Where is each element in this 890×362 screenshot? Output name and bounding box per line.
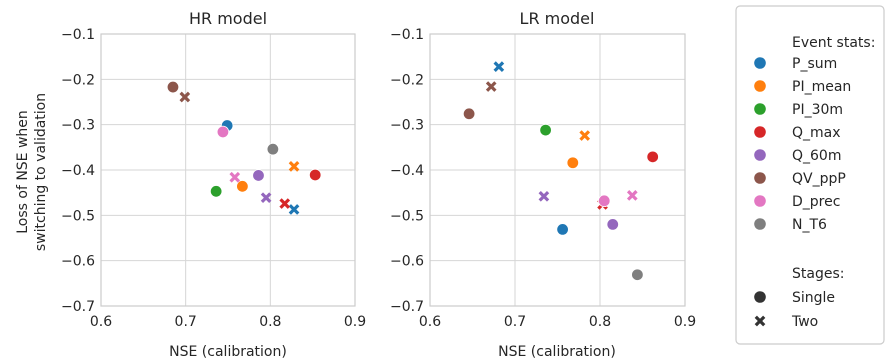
hr-x-tick-label: 0.8 [259, 314, 281, 330]
lr-y-tick-label: −0.4 [390, 163, 424, 179]
lr-point-q-60m-two [538, 190, 550, 202]
hr-y-tick-label: −0.1 [61, 27, 95, 43]
legend-marker-d-prec [754, 195, 766, 207]
y-axis-label-line-1: Loss of NSE when [15, 110, 31, 234]
lr-point-qv-ppp-two [485, 81, 497, 92]
legend-marker-qv-ppp [754, 172, 766, 184]
legend-label-pi-mean: PI_mean [792, 79, 851, 95]
hr-point-p-sum-two [288, 204, 300, 215]
lr-y-ticks: −0.7 −0.6 −0.5 −0.4 −0.3 −0.2 −0.1 [390, 27, 424, 315]
hr-point-pi-30m-single [209, 185, 223, 198]
hr-panel-title: HR model [189, 9, 267, 28]
lr-y-tick-label: −0.6 [390, 254, 424, 270]
hr-point-pi-mean-single [236, 180, 249, 193]
lr-point-q-60m-single [606, 218, 619, 231]
legend-marker-pi-mean [754, 80, 766, 92]
hr-point-q-60m-two [260, 192, 272, 203]
hr-y-tick-label: −0.5 [61, 208, 95, 224]
hr-y-tick-label: −0.4 [61, 163, 95, 179]
lr-x-ticks: 0.6 0.7 0.8 0.9 [419, 314, 696, 330]
hr-model-panel: HR model −0.7 −0.6 −0.5 −0.4 −0.3 −0.2 −0.1 0.… [61, 9, 366, 360]
hr-point-d-prec-two [229, 171, 241, 183]
legend-stages-header: Stages: [792, 266, 844, 282]
hr-point-q-max-single [309, 168, 322, 182]
lr-point-q-max-single [646, 150, 659, 164]
lr-x-tick-label: 0.6 [419, 314, 441, 330]
lr-plot-frame [429, 33, 686, 307]
legend-label-p-sum: P_sum [792, 56, 837, 72]
legend-event-header: Event stats: [792, 35, 875, 51]
lr-point-d-prec-two [626, 190, 638, 201]
lr-y-tick-label: −0.1 [390, 27, 424, 43]
legend-marker-two [754, 315, 766, 327]
legend-marker-n-t6 [754, 218, 766, 230]
legend-label-d-prec: D_prec [792, 194, 840, 210]
lr-y-tick-label: −0.2 [390, 72, 424, 88]
hr-x-tick-label: 0.7 [175, 314, 197, 330]
y-axis-label: Loss of NSE when switching to validation [15, 93, 49, 251]
lr-y-tick-label: −0.5 [390, 208, 424, 224]
legend: Event stats: P_sum PI_mean PI_30m Q_max Q_60… [735, 5, 885, 345]
lr-x-tick-label: 0.9 [674, 314, 696, 330]
hr-point-q-max-two [279, 198, 291, 209]
lr-point-pi-mean-two [579, 130, 591, 141]
legend-label-q-max: Q_max [792, 125, 841, 141]
lr-grid [429, 33, 686, 307]
hr-y-tick-label: −0.6 [61, 254, 95, 270]
lr-point-qv-ppp-single [462, 107, 476, 120]
legend-events: P_sum PI_mean PI_30m Q_max Q_60m QV_ppP D_prec… [754, 56, 851, 233]
hr-x-axis-label: NSE (calibration) [169, 344, 287, 360]
hr-x-tick-label: 0.9 [344, 314, 366, 330]
hr-y-tick-label: −0.2 [61, 72, 95, 88]
legend-marker-p-sum [754, 57, 766, 69]
lr-y-tick-label: −0.7 [390, 299, 424, 315]
hr-point-q-60m-single [252, 169, 265, 182]
lr-y-tick-label: −0.3 [390, 118, 424, 134]
lr-panel-title: LR model [520, 9, 595, 28]
lr-model-panel: LR model −0.7 −0.6 −0.5 −0.4 −0.3 −0.2 −0.1 0.… [390, 9, 696, 360]
lr-point-d-prec-single [598, 194, 611, 208]
legend-marker-q-60m [754, 149, 766, 161]
hr-y-ticks: −0.7 −0.6 −0.5 −0.4 −0.3 −0.2 −0.1 [61, 27, 95, 315]
legend-marker-pi-30m [754, 103, 766, 115]
lr-point-n-t6-single [631, 268, 644, 281]
legend-marker-q-max [754, 126, 766, 138]
hr-point-d-prec-single [216, 125, 230, 139]
hr-point-qv-ppp-single [166, 80, 180, 94]
lr-points [462, 61, 659, 281]
legend-label-single: Single [792, 290, 835, 306]
hr-point-n-t6-single [266, 142, 280, 156]
lr-x-tick-label: 0.7 [504, 314, 526, 330]
hr-y-tick-label: −0.7 [61, 299, 95, 315]
lr-point-p-sum-two [493, 61, 505, 72]
hr-points [166, 80, 322, 215]
legend-label-qv-ppp: QV_ppP [792, 171, 846, 187]
lr-point-p-sum-single [556, 223, 569, 236]
lr-point-pi-mean-single [566, 156, 580, 169]
hr-plot-frame [100, 33, 356, 307]
legend-frame [735, 5, 885, 345]
y-axis-label-line-2: switching to validation [33, 93, 49, 251]
legend-label-n-t6: N_T6 [792, 217, 827, 233]
hr-y-tick-label: −0.3 [61, 118, 95, 134]
lr-x-tick-label: 0.8 [589, 314, 611, 330]
hr-x-ticks: 0.6 0.7 0.8 0.9 [90, 314, 366, 330]
legend-label-q-60m: Q_60m [792, 148, 841, 164]
lr-point-pi-30m-single [539, 123, 552, 137]
lr-x-axis-label: NSE (calibration) [498, 344, 616, 360]
legend-label-two: Two [791, 314, 818, 330]
legend-stages: Single Two [754, 290, 835, 330]
hr-point-qv-ppp-two [179, 91, 191, 103]
legend-marker-single [754, 291, 766, 303]
hr-point-pi-mean-two [288, 161, 300, 172]
legend-label-pi-30m: PI_30m [792, 102, 843, 118]
hr-x-tick-label: 0.6 [90, 314, 112, 330]
